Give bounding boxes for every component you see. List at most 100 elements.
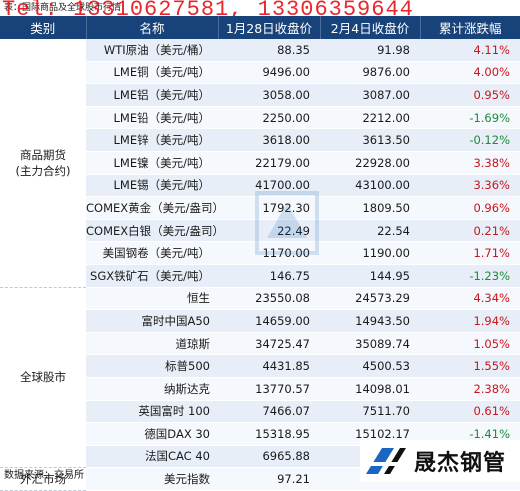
change-cell: 3.38% xyxy=(420,151,520,175)
feb4-price-cell: 14943.50 xyxy=(320,309,420,333)
jan28-price-cell: 22.49 xyxy=(218,219,320,243)
table-row: 德国DAX 30 15318.95 15102.17 -1.41% xyxy=(0,422,520,446)
change-cell: 0.95% xyxy=(420,83,520,107)
jan28-price-cell: 4431.85 xyxy=(218,354,320,378)
table-body: 商品期货 (主力合约) WTI原油（美元/桶） 88.35 91.98 4.11% LME铜… xyxy=(0,39,520,491)
table-row: 英国富时 100 7466.07 7511.70 0.61% xyxy=(0,400,520,424)
feb4-price-cell: 144.95 xyxy=(320,264,420,288)
header-jan28: 1月28日收盘价 xyxy=(218,16,321,39)
feb4-price-cell: 9876.00 xyxy=(320,61,420,85)
table-row: COMEX黄金（美元/盎司）1792.301809.500.96% xyxy=(0,196,520,220)
header-category: 类别 xyxy=(0,16,87,39)
name-cell: LME锡（美元/吨） xyxy=(86,174,218,198)
jan28-price-cell: 3618.00 xyxy=(218,128,320,152)
feb4-price-cell: 15102.17 xyxy=(320,422,420,446)
name-cell: LME锌（美元/吨） xyxy=(86,128,218,152)
name-cell: 富时中国A50 xyxy=(86,309,218,333)
change-cell: -1.69% xyxy=(420,106,520,130)
feb4-price-cell: 3613.50 xyxy=(320,128,420,152)
change-cell: 1.94% xyxy=(420,309,520,333)
table-row: LME镍（美元/吨） 22179.00 22928.00 3.38% xyxy=(0,151,520,175)
table-row: 富时中国A50 14659.00 14943.50 1.94% xyxy=(0,309,520,333)
change-cell: 4.11% xyxy=(420,39,520,62)
table-row: 标普500 4431.85 4500.53 1.55% xyxy=(0,354,520,378)
table-header-row: 类别 名称 1月28日收盘价 2月4日收盘价 累计涨跌幅 xyxy=(0,16,520,39)
name-cell: 英国富时 100 xyxy=(86,400,218,424)
feb4-price-cell: 91.98 xyxy=(320,39,420,62)
data-source-note: 数据来源：交易所 xyxy=(4,470,84,481)
category-cell: 全球股市 xyxy=(0,287,86,469)
table-caption: 表：国际商品及全球股市行情 xyxy=(4,3,122,13)
name-cell: 德国DAX 30 xyxy=(86,422,218,446)
table-row: 商品期货 (主力合约) WTI原油（美元/桶） 88.35 91.98 4.11% xyxy=(0,39,520,288)
jan28-price-cell: 1792.30 xyxy=(218,196,320,220)
name-cell: LME铜（美元/吨） xyxy=(86,61,218,85)
feb4-price-cell: 14098.01 xyxy=(320,377,420,401)
category-cell: 商品期货 (主力合约) xyxy=(0,39,86,288)
feb4-price-cell: 22928.00 xyxy=(320,151,420,175)
name-cell: 美元指数 xyxy=(86,467,218,491)
category-label: 全球股市 xyxy=(20,370,66,385)
change-cell: 0.96% xyxy=(420,196,520,220)
change-cell: 1.71% xyxy=(420,241,520,265)
table-row: LME铜（美元/吨） 9496.00 9876.00 4.00% xyxy=(0,61,520,85)
name-cell: 纳斯达克 xyxy=(86,377,218,401)
jan28-price-cell: 22179.00 xyxy=(218,151,320,175)
feb4-price-cell: 1190.00 xyxy=(320,241,420,265)
category-label: 商品期货 xyxy=(20,147,66,162)
name-cell: LME铅（美元/吨） xyxy=(86,106,218,130)
change-cell: 3.36% xyxy=(420,174,520,198)
jan28-price-cell: 15318.95 xyxy=(218,422,320,446)
jan28-price-cell: 9496.00 xyxy=(218,61,320,85)
change-cell: -0.12% xyxy=(420,128,520,152)
logo-mark-icon xyxy=(366,448,406,474)
table-row: SGX铁矿石（美元/吨） 146.75 144.95 -1.23% xyxy=(0,264,520,288)
name-cell: WTI原油（美元/桶） xyxy=(86,39,218,62)
name-cell: SGX铁矿石（美元/吨） xyxy=(86,264,218,288)
logo-text: 晟杰钢管 xyxy=(414,451,507,476)
change-cell: -1.41% xyxy=(420,422,520,446)
feb4-price-cell: 43100.00 xyxy=(320,174,420,198)
company-logo: 晟杰钢管 xyxy=(360,440,520,482)
feb4-price-cell: 2212.00 xyxy=(320,106,420,130)
name-cell: 美国钢卷（美元/吨） xyxy=(86,241,218,265)
header-change: 累计涨跌幅 xyxy=(420,16,520,39)
jan28-price-cell: 41700.00 xyxy=(218,174,320,198)
name-cell: COMEX黄金（美元/盎司） xyxy=(86,196,224,220)
table-row: 纳斯达克 13770.57 14098.01 2.38% xyxy=(0,377,520,401)
jan28-price-cell: 88.35 xyxy=(218,39,320,62)
jan28-price-cell: 146.75 xyxy=(218,264,320,288)
feb4-price-cell: 4500.53 xyxy=(320,354,420,378)
watermark-logo-icon xyxy=(255,191,319,255)
jan28-price-cell: 23550.08 xyxy=(218,287,320,311)
jan28-price-cell: 7466.07 xyxy=(218,400,320,424)
feb4-price-cell: 7511.70 xyxy=(320,400,420,424)
change-cell: 1.05% xyxy=(420,332,520,356)
jan28-price-cell: 97.21 xyxy=(218,467,320,491)
change-cell: 4.34% xyxy=(420,287,520,311)
feb4-price-cell: 1809.50 xyxy=(320,196,420,220)
change-cell: 0.61% xyxy=(420,400,520,424)
feb4-price-cell: 35089.74 xyxy=(320,332,420,356)
change-cell: 4.00% xyxy=(420,61,520,85)
header-feb4: 2月4日收盘价 xyxy=(320,16,421,39)
change-cell: 0.21% xyxy=(420,219,520,243)
jan28-price-cell: 34725.47 xyxy=(218,332,320,356)
name-cell: 法国CAC 40 xyxy=(86,445,218,469)
table-row: 美国钢卷（美元/吨） 1170.00 1190.00 1.71% xyxy=(0,241,520,265)
jan28-price-cell: 1170.00 xyxy=(218,241,320,265)
name-cell: 标普500 xyxy=(86,354,218,378)
table-row: LME铅（美元/吨） 2250.00 2212.00 -1.69% xyxy=(0,106,520,130)
header-name: 名称 xyxy=(86,16,219,39)
jan28-price-cell: 13770.57 xyxy=(218,377,320,401)
name-cell: 恒生 xyxy=(86,287,218,311)
feb4-price-cell: 3087.00 xyxy=(320,83,420,107)
jan28-price-cell: 3058.00 xyxy=(218,83,320,107)
change-cell: -1.23% xyxy=(420,264,520,288)
name-cell: LME镍（美元/吨） xyxy=(86,151,218,175)
feb4-price-cell: 24573.29 xyxy=(320,287,420,311)
name-cell: COMEX白银（美元/盎司） xyxy=(86,219,224,243)
name-cell: LME铝（美元/吨） xyxy=(86,83,218,107)
table-row: 全球股市 恒生 23550.08 24573.29 4.34% xyxy=(0,287,520,469)
table-row: LME锌（美元/吨） 3618.00 3613.50 -0.12% xyxy=(0,128,520,152)
